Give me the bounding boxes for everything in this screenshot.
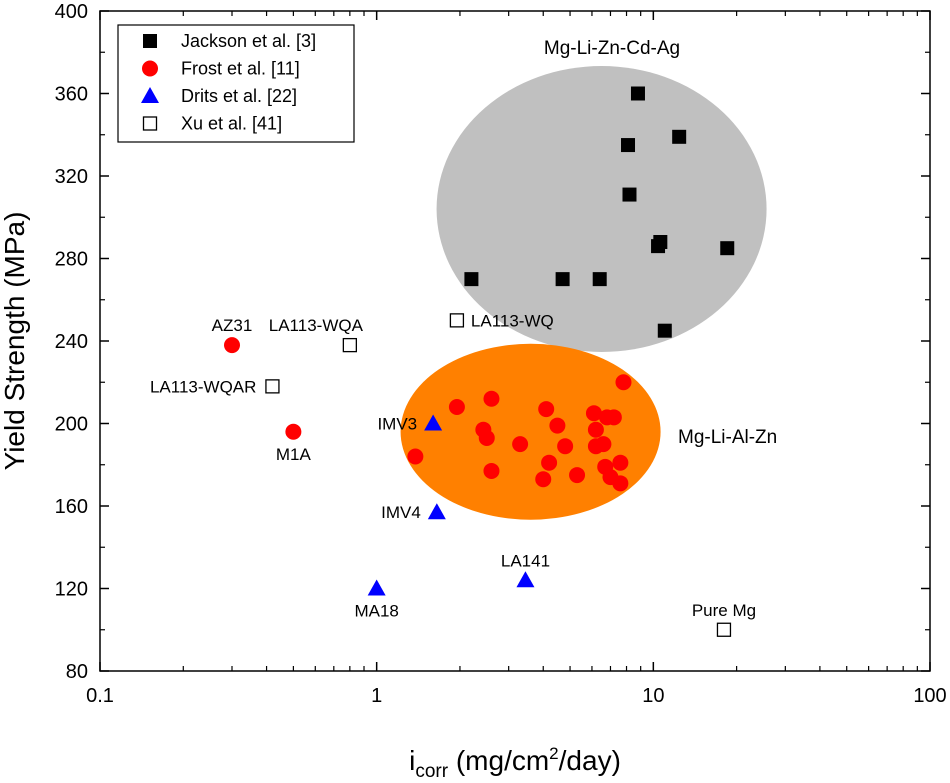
y-tick-label: 400 <box>55 1 88 23</box>
legend-marker-xu-et-al-41 <box>142 116 158 131</box>
data-point-frost-et-al-11 <box>224 337 241 354</box>
legend-label-frost-et-al-11: Frost et al. [11] <box>181 59 300 79</box>
legend-label-jackson-et-al-3: Jackson et al. [3] <box>181 31 316 51</box>
data-point-frost-et-al-11 <box>478 429 495 446</box>
x-tick-label: 1 <box>371 685 382 707</box>
legend: Jackson et al. [3] Frost et al. [11] Drits… <box>117 24 355 143</box>
x-axis-title: icorr (mg/cm2/day) <box>409 744 621 782</box>
y-tick-label: 240 <box>55 331 88 353</box>
data-point-jackson-et-al-3 <box>672 129 687 144</box>
x-axis-title-unit-a: (mg/cm <box>448 745 549 776</box>
annotation-az31: AZ31 <box>212 316 253 335</box>
y-tick-label: 280 <box>55 249 88 271</box>
data-point-frost-et-al-11 <box>569 467 586 484</box>
point-annotations: AZ31 M1A LA113-WQA LA113-WQAR LA113-WQ IMV3 IM… <box>150 311 756 620</box>
annotation-imv4: IMV4 <box>381 503 421 522</box>
data-point-xu-et-al-41 <box>265 379 280 394</box>
x-tick-label: 10 <box>642 685 664 707</box>
annotation-la113-wqar: LA113-WQAR <box>150 377 256 396</box>
region-mg-li-zn-cd-ag <box>436 66 767 352</box>
annotation-la141: LA141 <box>501 551 550 570</box>
data-point-frost-et-al-11 <box>587 421 604 438</box>
annotation-la113-wq: LA113-WQ <box>471 311 554 330</box>
legend-label-drits-et-al-22: Drits et al. [22] <box>181 86 297 106</box>
data-point-drits-et-al-22 <box>516 571 535 588</box>
data-point-frost-et-al-11 <box>541 454 558 471</box>
data-point-jackson-et-al-3 <box>622 187 637 202</box>
x-tick-label: 0.1 <box>86 685 114 707</box>
data-point-frost-et-al-11 <box>605 409 622 426</box>
data-point-frost-et-al-11 <box>483 462 500 479</box>
data-point-frost-et-al-11 <box>615 374 632 391</box>
data-point-frost-et-al-11 <box>612 454 629 471</box>
data-point-frost-et-al-11 <box>285 423 302 440</box>
legend-marker-jackson-et-al-3 <box>143 34 157 48</box>
annotation-m1a: M1A <box>276 445 312 464</box>
data-point-frost-et-al-11 <box>535 471 552 488</box>
legend-frame <box>117 24 355 143</box>
data-point-frost-et-al-11 <box>407 448 424 465</box>
region-label-mg-li-zn-cd-ag: Mg-Li-Zn-Cd-Ag <box>544 38 680 59</box>
axis-ticks: 0.1 1 10 100 80 120 160 200 240 280 320 360 400 <box>55 1 947 707</box>
y-tick-label: 80 <box>66 661 88 683</box>
data-point-drits-et-al-22 <box>424 414 443 431</box>
data-point-jackson-et-al-3 <box>555 272 570 287</box>
data-point-jackson-et-al-3 <box>592 272 607 287</box>
y-tick-label: 120 <box>55 579 88 601</box>
data-point-frost-et-al-11 <box>512 436 529 453</box>
data-point-frost-et-al-11 <box>612 475 629 492</box>
data-point-frost-et-al-11 <box>448 399 465 415</box>
data-point-jackson-et-al-3 <box>621 138 636 153</box>
data-point-xu-et-al-41 <box>716 622 732 637</box>
legend-marker-frost-et-al-11 <box>142 60 158 77</box>
data-marks <box>224 86 735 637</box>
region-label-mg-li-al-zn: Mg-Li-Al-Zn <box>678 427 777 448</box>
legend-label-xu-et-al-41: Xu et al. [41] <box>181 114 282 134</box>
annotation-imv3: IMV3 <box>377 415 417 434</box>
data-point-jackson-et-al-3 <box>720 241 735 256</box>
y-tick-label: 320 <box>55 166 88 188</box>
data-point-frost-et-al-11 <box>538 401 555 418</box>
y-tick-label: 360 <box>55 84 88 106</box>
data-point-drits-et-al-22 <box>427 503 446 520</box>
data-point-frost-et-al-11 <box>595 436 612 453</box>
annotation-ma18: MA18 <box>354 602 398 621</box>
y-tick-label: 160 <box>55 496 88 518</box>
data-point-drits-et-al-22 <box>367 579 386 596</box>
y-tick-label: 200 <box>55 414 88 436</box>
data-point-xu-et-al-41 <box>342 337 358 353</box>
data-point-frost-et-al-11 <box>557 438 574 455</box>
annotation-pure-mg: Pure Mg <box>692 601 756 620</box>
data-point-jackson-et-al-3 <box>464 272 479 287</box>
x-axis-title-main: i <box>409 745 415 776</box>
legend-marker-drits-et-al-22 <box>141 87 159 103</box>
x-axis-title-subscript: corr <box>415 761 448 782</box>
y-axis-title: Yield Strength (MPa) <box>0 212 30 471</box>
x-axis-title-unit-b: /day) <box>559 745 621 776</box>
data-point-jackson-et-al-3 <box>651 239 666 254</box>
data-point-jackson-et-al-3 <box>630 86 645 101</box>
region-mg-li-al-zn <box>400 343 661 520</box>
x-tick-label: 100 <box>913 685 946 707</box>
annotation-la113-wqa: LA113-WQA <box>269 316 364 335</box>
data-point-xu-et-al-41 <box>449 313 465 328</box>
data-point-frost-et-al-11 <box>585 405 602 422</box>
x-axis-title-superscript: 2 <box>549 744 558 763</box>
data-point-jackson-et-al-3 <box>657 323 672 338</box>
data-point-frost-et-al-11 <box>483 390 500 407</box>
data-point-frost-et-al-11 <box>549 417 566 434</box>
